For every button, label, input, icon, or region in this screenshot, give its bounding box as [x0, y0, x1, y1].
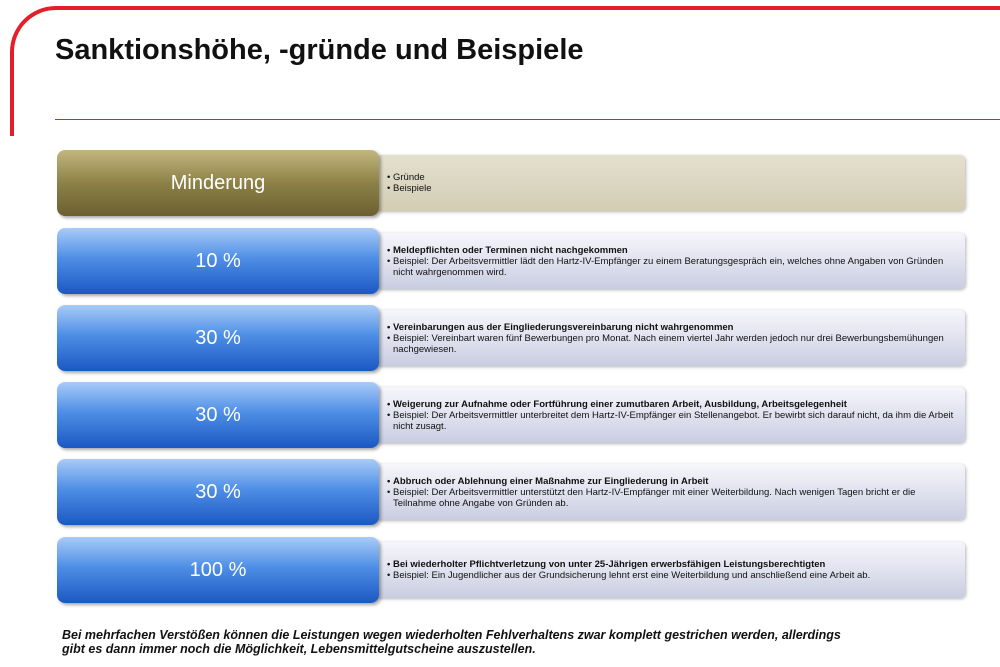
- header-row: MinderungGründeBeispiele: [57, 150, 967, 216]
- sanction-details: Weigerung zur Aufnahme oder Fortführung …: [375, 387, 965, 443]
- reason: Meldepflichten oder Terminen nicht nachg…: [387, 245, 955, 256]
- sanction-label: 30 %: [57, 305, 379, 371]
- note-line: gibt es dann immer noch die Möglichkeit,…: [62, 642, 536, 656]
- sanction-row: 10 % Meldepflichten oder Terminen nicht n…: [57, 228, 967, 294]
- example: Beispiel: Der Arbeitsvermittler unterbre…: [387, 410, 955, 432]
- sanction-label: 30 %: [57, 459, 379, 525]
- example: Beispiel: Vereinbart waren fünf Bewerbun…: [387, 333, 955, 355]
- sanction-details: Bei wiederholter Pflichtverletzung von u…: [375, 542, 965, 598]
- sanction-row: 100 % Bei wiederholter Pflichtverletzung …: [57, 537, 967, 603]
- example: Beispiel: Ein Jugendlicher aus der Grund…: [387, 570, 955, 581]
- example: Beispiel: Der Arbeitsvermittler lädt den…: [387, 256, 955, 278]
- reason: Abbruch oder Ablehnung einer Maßnahme zu…: [387, 476, 955, 487]
- reason: Vereinbarungen aus der Eingliederungsver…: [387, 322, 955, 333]
- sanction-details: Vereinbarungen aus der Eingliederungsver…: [375, 310, 965, 366]
- reason: Bei wiederholter Pflichtverletzung von u…: [387, 559, 955, 570]
- header-item: Beispiele: [387, 183, 955, 194]
- sanction-label: 10 %: [57, 228, 379, 294]
- header-items: GründeBeispiele: [375, 155, 965, 211]
- reason: Weigerung zur Aufnahme oder Fortführung …: [387, 399, 955, 410]
- sanction-row: 30 % Abbruch oder Ablehnung einer Maßnahm…: [57, 459, 967, 525]
- note-line: Bei mehrfachen Verstößen können die Leis…: [62, 628, 841, 642]
- example: Beispiel: Der Arbeitsvermittler unterstü…: [387, 487, 955, 509]
- header-item: Gründe: [387, 172, 955, 183]
- sanction-label: 30 %: [57, 382, 379, 448]
- slide-title: Sanktionshöhe, -gründe und Beispiele: [55, 34, 584, 66]
- sanction-details: Abbruch oder Ablehnung einer Maßnahme zu…: [375, 464, 965, 520]
- footnote: Bei mehrfachen Verstößen können die Leis…: [62, 628, 841, 656]
- sanction-details: Meldepflichten oder Terminen nicht nachg…: [375, 233, 965, 289]
- sanction-row: 30 % Vereinbarungen aus der Eingliederung…: [57, 305, 967, 371]
- header-rule: [55, 119, 1000, 120]
- header-label: Minderung: [57, 150, 379, 216]
- sanction-label: 100 %: [57, 537, 379, 603]
- sanction-row: 30 % Weigerung zur Aufnahme oder Fortführ…: [57, 382, 967, 448]
- corner-frame: [10, 6, 1000, 136]
